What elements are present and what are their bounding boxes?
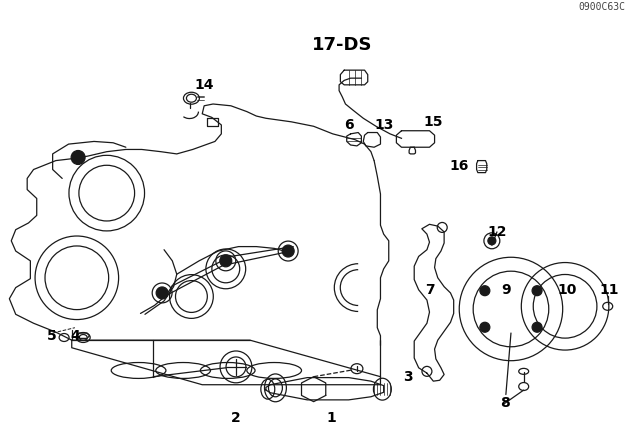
Text: 3: 3 [403, 370, 413, 383]
Text: 16: 16 [449, 159, 468, 173]
Circle shape [156, 287, 168, 299]
Text: 11: 11 [600, 283, 620, 297]
Circle shape [71, 151, 85, 164]
Text: 15: 15 [424, 115, 443, 129]
Circle shape [532, 322, 542, 332]
Text: 6: 6 [344, 118, 353, 132]
Text: 8: 8 [500, 396, 509, 410]
Text: 9: 9 [501, 283, 511, 297]
Text: 17-DS: 17-DS [312, 36, 372, 54]
Circle shape [480, 322, 490, 332]
Circle shape [480, 286, 490, 296]
Circle shape [220, 255, 232, 267]
Text: 1: 1 [326, 411, 337, 425]
Circle shape [532, 286, 542, 296]
Text: 10: 10 [557, 283, 577, 297]
Text: 0900C63C: 0900C63C [579, 2, 625, 12]
Text: 4: 4 [70, 329, 80, 343]
Text: 13: 13 [374, 118, 394, 132]
Text: 7: 7 [425, 283, 435, 297]
Text: 12: 12 [487, 225, 507, 239]
Text: 14: 14 [195, 78, 214, 92]
Circle shape [488, 237, 496, 245]
Circle shape [282, 245, 294, 257]
Text: 2: 2 [231, 411, 241, 425]
Text: 5: 5 [47, 329, 56, 343]
